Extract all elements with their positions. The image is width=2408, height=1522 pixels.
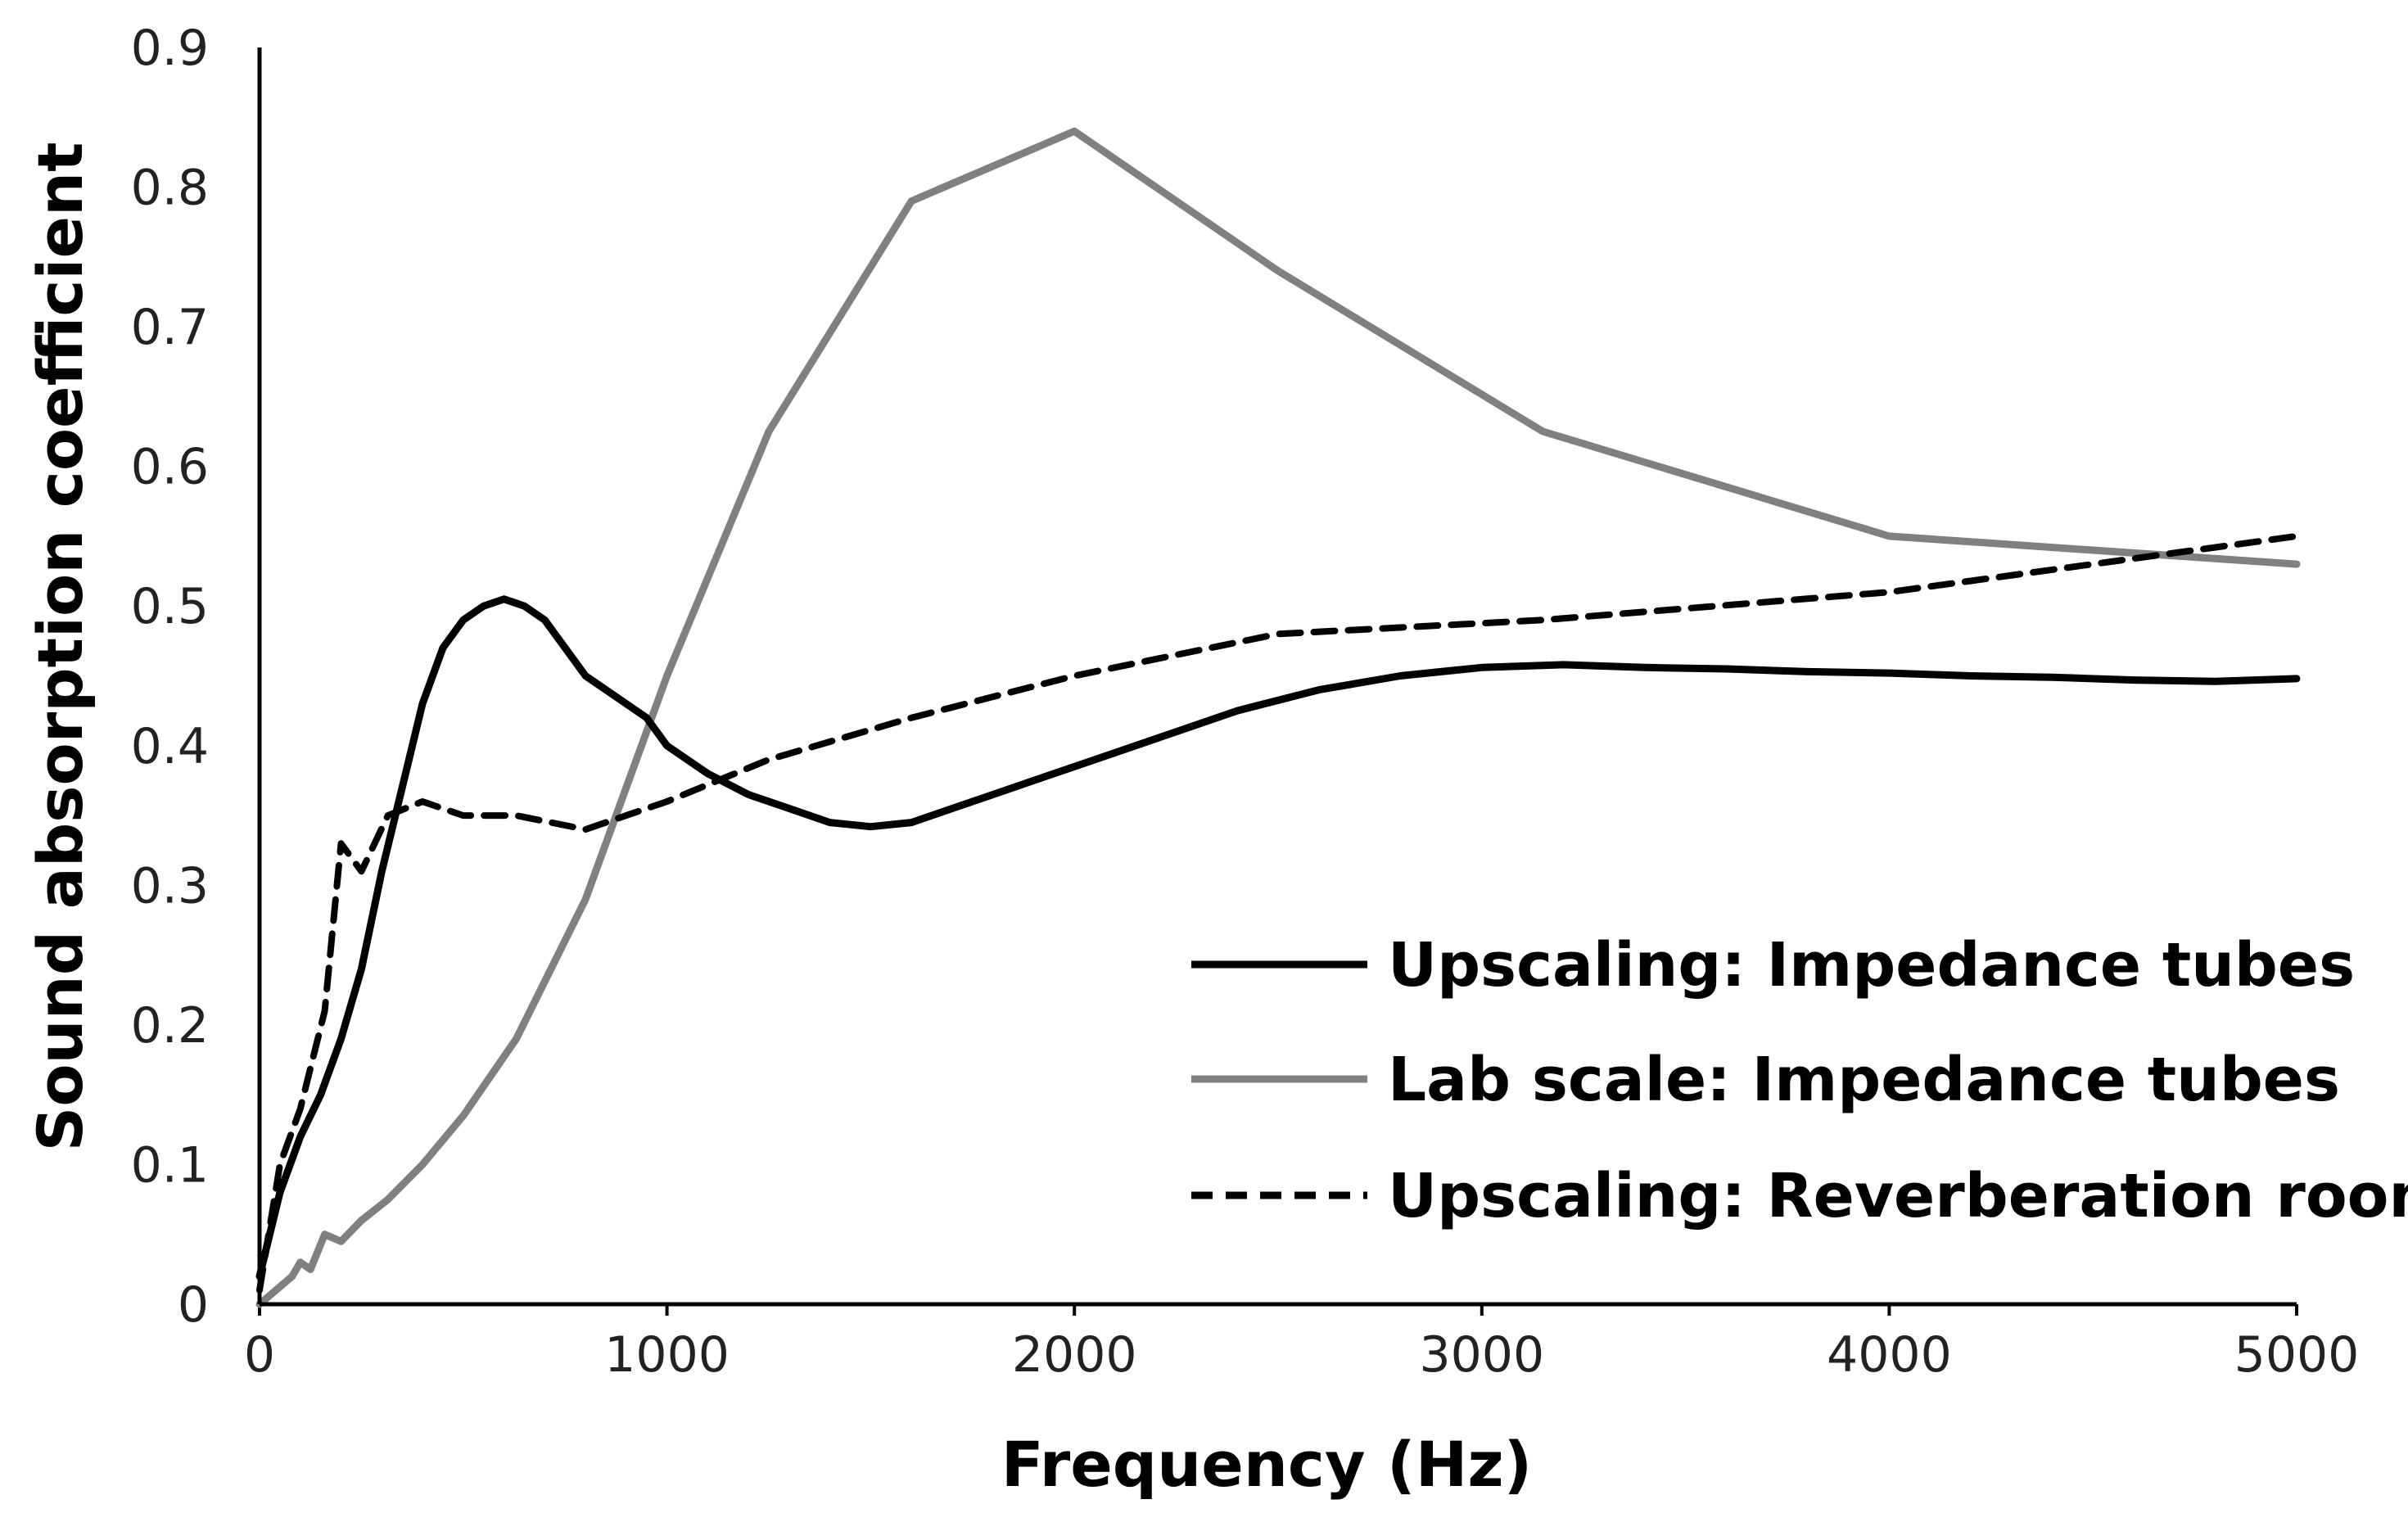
y-axis-title: Sound absorption coefficient [24,142,97,1152]
x-axis-title: Frequency (Hz) [1001,1428,1533,1501]
y-tick-label: 0 [178,1276,209,1334]
y-tick-label: 0.4 [131,718,209,775]
x-tick-label: 1000 [604,1326,730,1384]
series-upscaling-reverberation-line [256,532,2300,1294]
y-tick-label: 0.2 [131,997,209,1055]
x-axis-tick-labels: 0 1000 2000 3000 4000 5000 [244,1326,2359,1384]
x-tick-label: 0 [244,1326,275,1384]
y-tick-label: 0.1 [131,1136,209,1194]
y-tick-label: 0.9 [131,20,209,77]
legend-label-lab-scale-impedance: Lab scale: Impedance tubes [1388,1045,2340,1115]
x-tick-label: 5000 [2234,1326,2360,1384]
y-tick-label: 0.5 [131,578,209,635]
series-layer [255,127,2301,1308]
legend-label-upscaling-impedance: Upscaling: Impedance tubes [1388,930,2355,1000]
x-tick-label: 2000 [1012,1326,1137,1384]
series-lab-scale-impedance-line [255,127,2301,1308]
x-tick-label: 3000 [1419,1326,1544,1384]
legend: Upscaling: Impedance tubes Lab scale: Im… [1191,930,2408,1231]
legend-label-upscaling-reverberation: Upscaling: Reverberation room [1388,1161,2408,1231]
y-tick-label: 0.3 [131,857,209,915]
y-axis-tick-labels: 0 0.1 0.2 0.3 0.4 0.5 0.6 0.7 0.8 0.9 [131,20,209,1334]
y-tick-label: 0.6 [131,439,209,496]
series-upscaling-impedance-line [255,595,2301,1280]
y-tick-label: 0.7 [131,299,209,356]
y-tick-label: 0.8 [131,160,209,217]
x-tick-label: 4000 [1827,1326,1952,1384]
